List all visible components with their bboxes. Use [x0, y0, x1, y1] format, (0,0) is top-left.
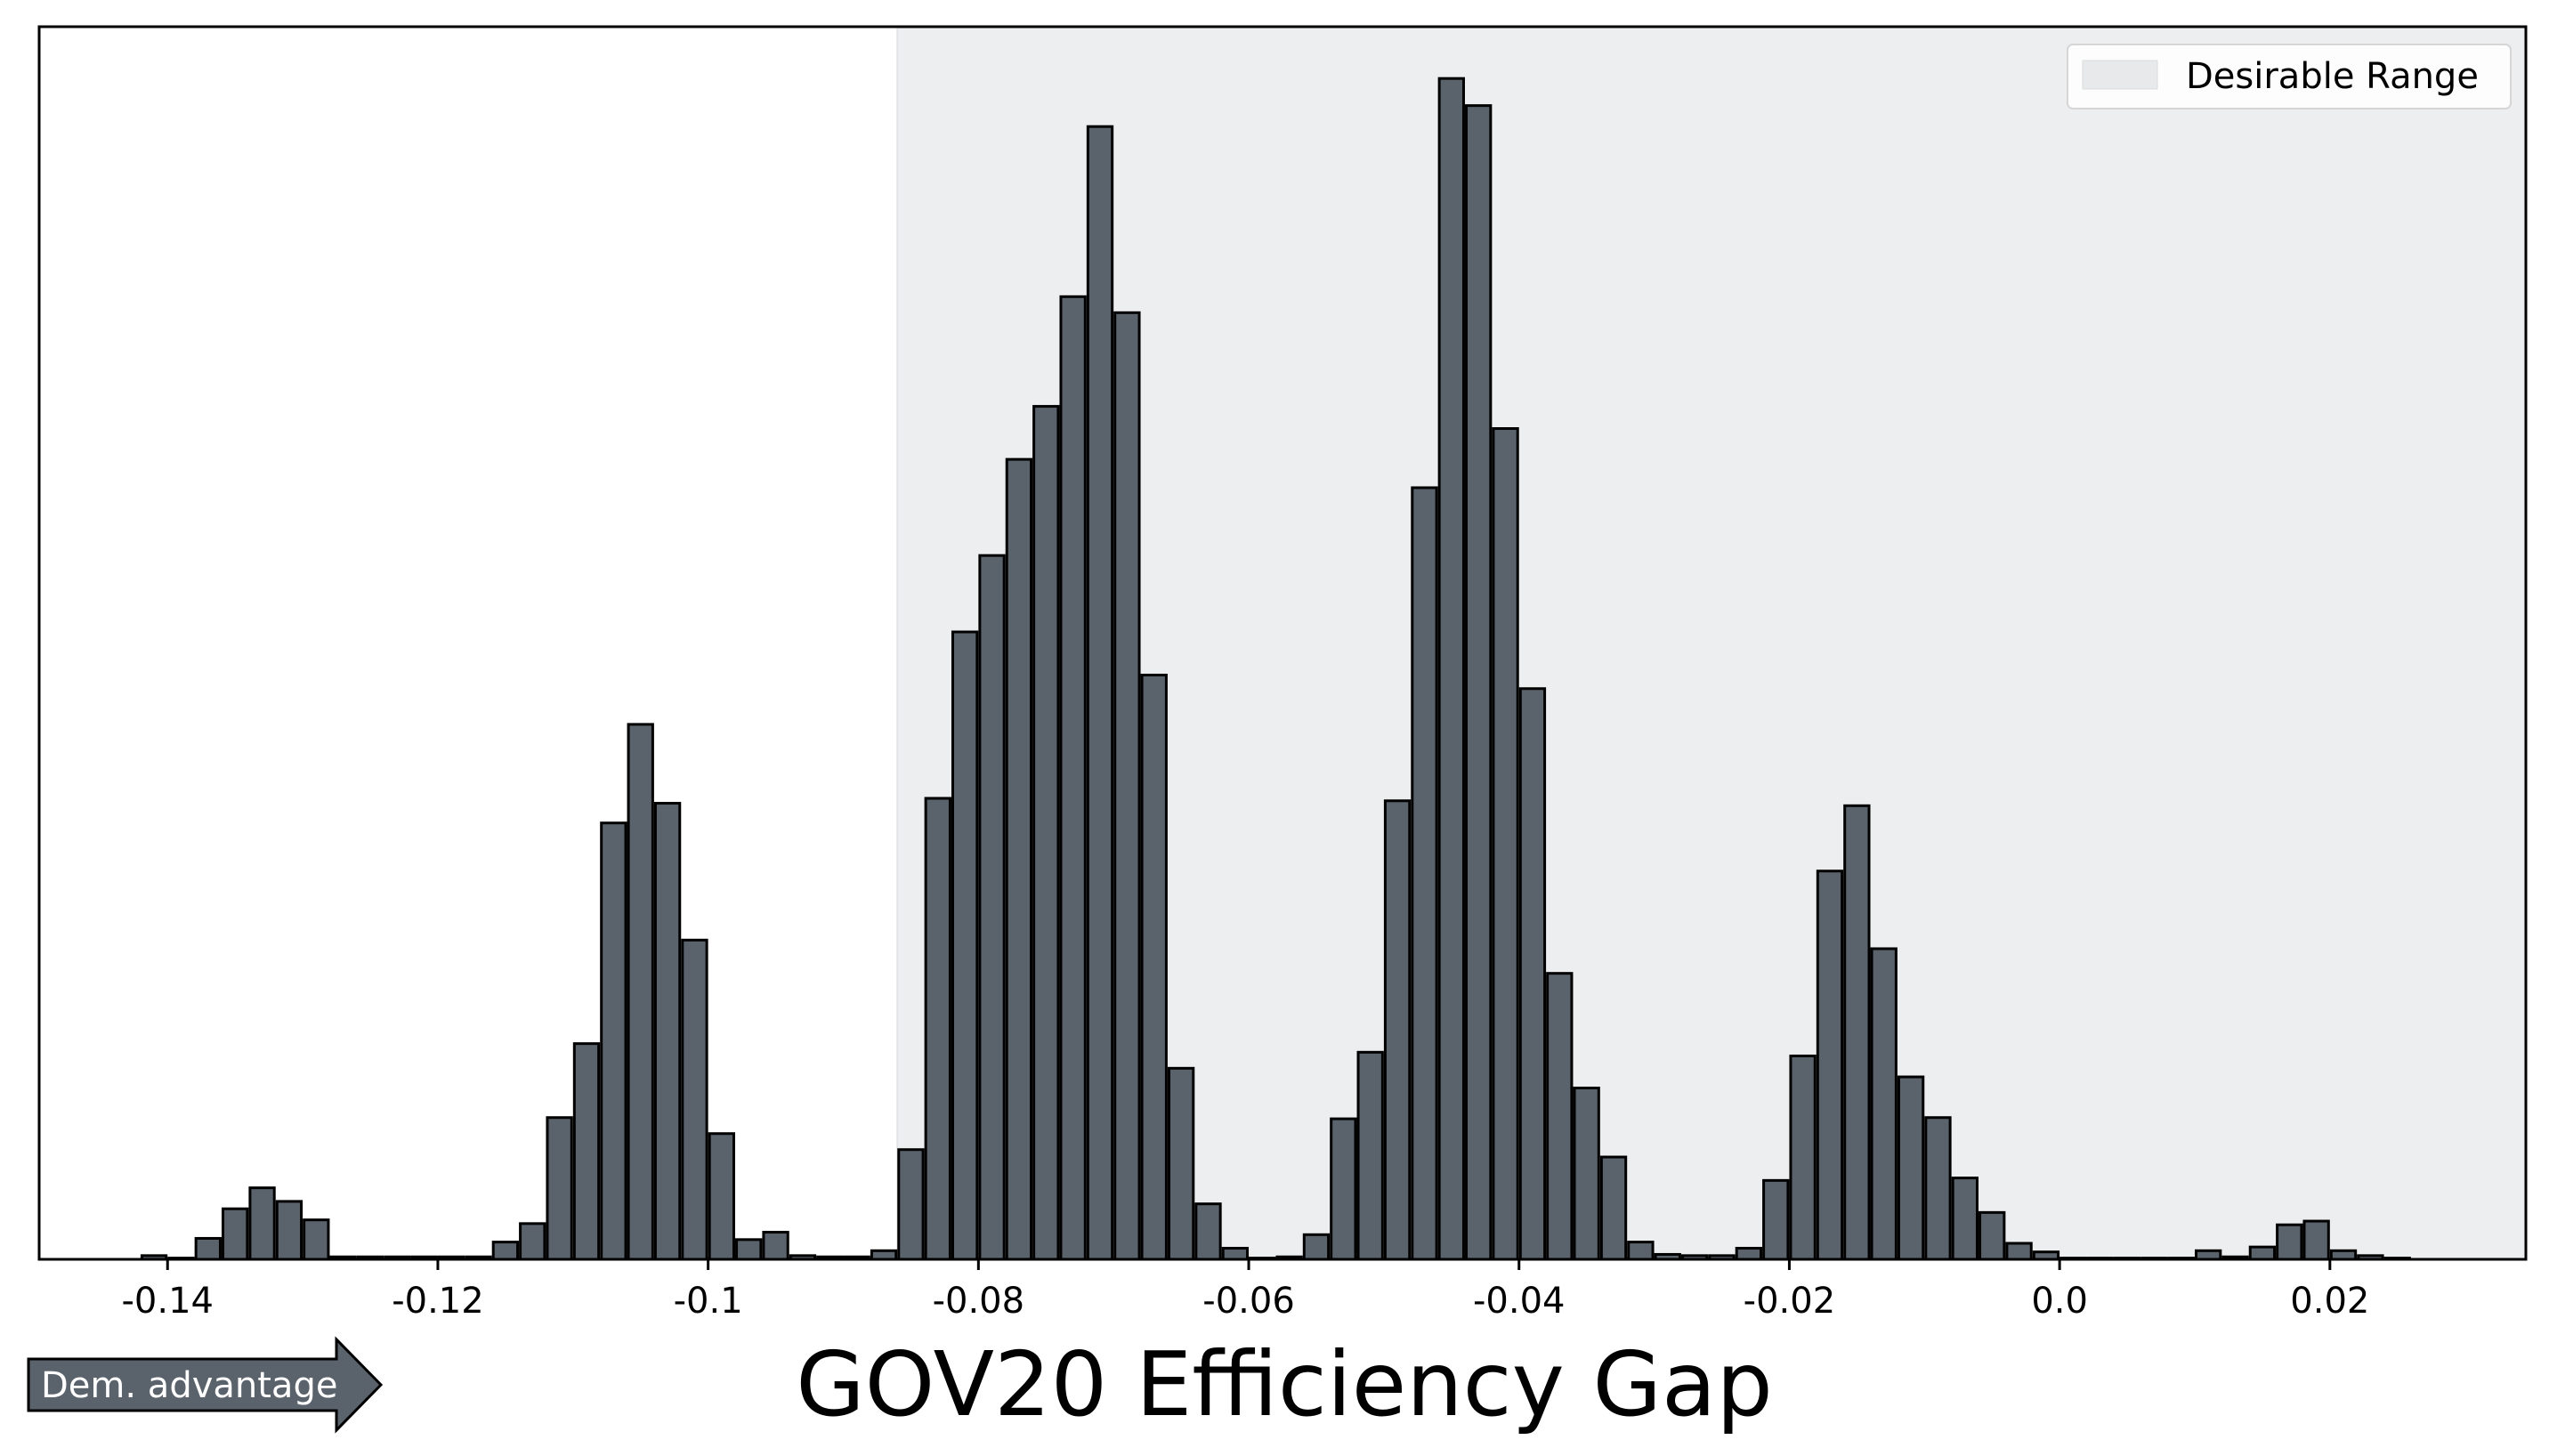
- histogram-bar: [2302, 1219, 2330, 1261]
- x-tick-label: -0.14: [122, 1281, 214, 1322]
- histogram-bar: [1627, 1241, 1655, 1261]
- legend-label-desirable-range: Desirable Range: [2186, 56, 2479, 97]
- x-tick-label: -0.08: [933, 1281, 1025, 1322]
- histogram-bar: [1492, 427, 1519, 1261]
- histogram-bar: [1465, 104, 1493, 1261]
- histogram-bar: [2248, 1245, 2277, 1261]
- histogram-bar: [1194, 1202, 1222, 1261]
- histogram-bar: [1843, 804, 1871, 1261]
- legend-swatch-desirable-range: [2082, 60, 2158, 90]
- histogram-bar: [1086, 125, 1114, 1261]
- histogram-bar: [1411, 486, 1438, 1261]
- histogram-bar: [519, 1222, 546, 1261]
- x-tick-label: -0.06: [1202, 1281, 1295, 1322]
- histogram-bar: [1437, 77, 1465, 1261]
- histogram-bar: [1302, 1233, 1331, 1261]
- histogram-bar: [1113, 311, 1141, 1261]
- histogram-bar: [978, 554, 1006, 1261]
- histogram-bar: [1816, 870, 1844, 1261]
- histogram-bar: [1762, 1178, 1790, 1261]
- x-axis-label: GOV20 Efficiency Gap: [796, 1332, 1773, 1436]
- histogram-bar: [762, 1231, 789, 1261]
- histogram-bar: [1924, 1116, 1952, 1261]
- histogram-bar: [1735, 1247, 1763, 1261]
- histogram-bar: [491, 1241, 520, 1261]
- histogram-bar: [303, 1218, 330, 1261]
- x-tick-label: -0.02: [1744, 1281, 1836, 1322]
- x-tick-label: 0.0: [2031, 1281, 2088, 1322]
- histogram-bar: [1979, 1210, 2006, 1261]
- histogram-bar: [600, 821, 627, 1261]
- histogram-bar: [1518, 687, 1547, 1261]
- histogram-bar: [1599, 1155, 1628, 1261]
- histogram-bar: [2005, 1242, 2033, 1261]
- histogram-bar: [194, 1236, 222, 1261]
- histogram-bar: [1032, 405, 1060, 1261]
- x-tick-label: -0.12: [392, 1281, 484, 1322]
- plot-frame: [37, 25, 2528, 1261]
- histogram-bar: [627, 723, 654, 1261]
- histogram-bar: [1330, 1117, 1357, 1261]
- histogram-bar: [1005, 457, 1033, 1261]
- legend-box: [2067, 44, 2512, 109]
- x-tick-label: -0.04: [1473, 1281, 1566, 1322]
- histogram-bar: [1356, 1050, 1384, 1261]
- histogram-bar: [951, 630, 979, 1261]
- histogram-bar: [1167, 1066, 1195, 1261]
- histogram-bar: [708, 1132, 735, 1261]
- histogram-bar: [653, 802, 682, 1261]
- histogram-bar: [222, 1207, 249, 1261]
- dem-advantage-arrow: Dem. advantage: [27, 1336, 384, 1434]
- x-axis: -0.14 -0.12 -0.1 -0.08 -0.06 -0.04 -0.02 0.0 0.0…: [122, 1259, 2369, 1322]
- histogram-bar: [1140, 674, 1168, 1261]
- plot-area: [37, 25, 2528, 1261]
- histogram-bar: [1870, 947, 1898, 1261]
- histogram-bar: [1221, 1247, 1250, 1261]
- histogram-bar: [1383, 799, 1412, 1261]
- histogram-bar: [1951, 1177, 1979, 1261]
- arrow-right-icon: [27, 1336, 384, 1434]
- desirable-range-shade: [896, 26, 2528, 1260]
- histogram-bars: [140, 77, 2411, 1261]
- histogram-bar: [1059, 295, 1087, 1261]
- histogram-bar: [1573, 1086, 1600, 1261]
- histogram-bar: [1789, 1054, 1817, 1261]
- histogram-bar: [1546, 972, 1574, 1261]
- histogram-bar: [2276, 1223, 2303, 1261]
- histogram-bar: [897, 1148, 925, 1261]
- histogram-bar: [924, 797, 951, 1261]
- histogram-bar: [572, 1042, 601, 1261]
- dem-advantage-label: Dem. advantage: [41, 1365, 337, 1406]
- histogram-bar: [275, 1200, 303, 1261]
- histogram-bar: [1897, 1075, 1925, 1261]
- histogram-bar: [681, 938, 708, 1261]
- histogram-bar: [248, 1186, 276, 1261]
- legend: Desirable Range: [2067, 44, 2512, 109]
- x-tick-label: -0.1: [674, 1281, 743, 1322]
- histogram-bar: [735, 1238, 763, 1261]
- histogram-bar: [546, 1116, 573, 1261]
- x-tick-label: 0.02: [2290, 1281, 2369, 1322]
